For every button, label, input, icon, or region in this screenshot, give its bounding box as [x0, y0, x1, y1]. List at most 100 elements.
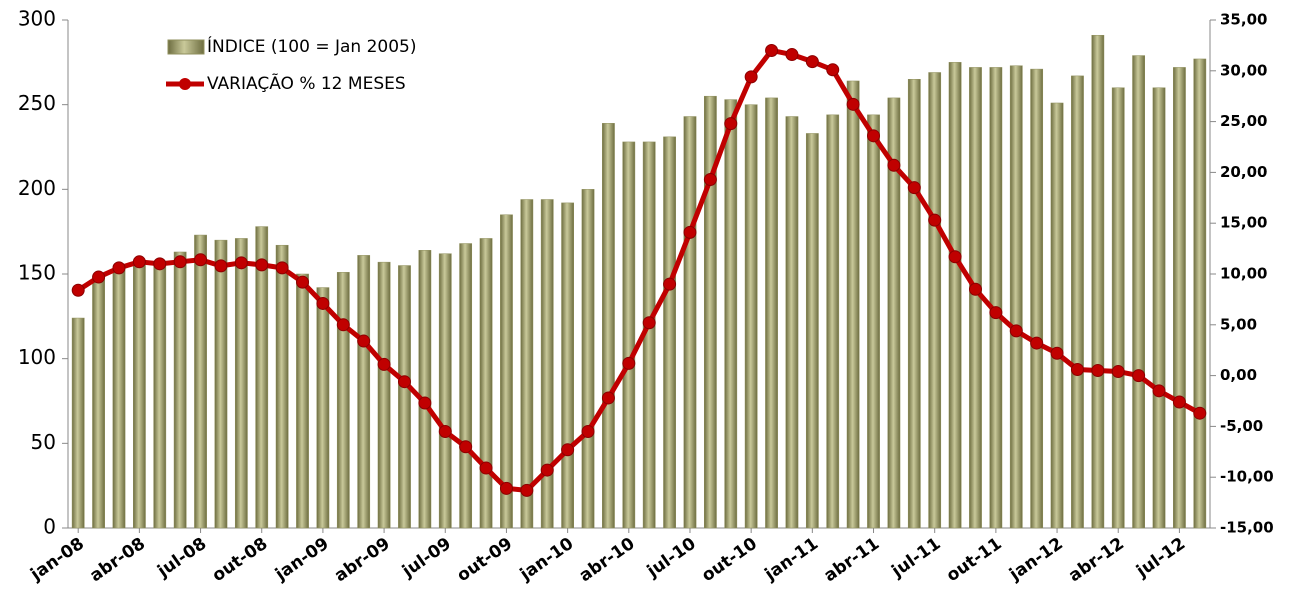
bar	[602, 123, 615, 529]
bar	[1152, 87, 1166, 529]
bar	[561, 202, 574, 529]
x-tick-label: jul-11	[888, 534, 945, 582]
bar	[846, 80, 860, 529]
line-marker	[479, 461, 493, 475]
bar	[622, 141, 636, 529]
line-marker	[234, 256, 248, 270]
bar	[1091, 34, 1105, 529]
line-marker	[336, 318, 350, 332]
x-tick-label: jan-09	[271, 534, 333, 585]
bar	[418, 250, 432, 529]
y2-tick-label: 5,00	[1220, 315, 1257, 333]
legend-label: VARIAÇÃO % 12 MESES	[207, 72, 406, 94]
bar	[234, 238, 248, 529]
line-marker	[418, 396, 432, 410]
y2-tick-label: -5,00	[1220, 417, 1263, 435]
line-marker	[1152, 384, 1166, 398]
line-marker	[867, 129, 881, 143]
line-marker	[92, 270, 106, 284]
x-tick-label: jul-08	[153, 534, 210, 582]
bar	[1071, 75, 1084, 529]
bar	[112, 268, 126, 529]
bar	[520, 199, 534, 529]
y2-tick-label: 35,00	[1220, 11, 1267, 29]
line-marker	[805, 55, 819, 69]
line-marker	[1111, 365, 1125, 379]
legend-swatch	[167, 39, 205, 55]
line-marker	[316, 296, 330, 310]
y-tick-label: 100	[18, 345, 56, 369]
legend-label: ÍNDICE (100 = Jan 2005)	[207, 35, 417, 57]
bar	[438, 253, 452, 529]
line-marker	[683, 225, 697, 239]
line-marker	[1132, 369, 1146, 383]
x-tick-label: jan-12	[1005, 534, 1067, 585]
bar	[948, 62, 962, 529]
y2-tick-label: 20,00	[1220, 163, 1267, 181]
bar	[805, 133, 819, 529]
bar	[1009, 65, 1023, 529]
bar	[1193, 58, 1207, 529]
line-marker	[296, 275, 310, 289]
x-tick-label: jul-10	[643, 534, 700, 582]
line-marker	[1050, 346, 1064, 360]
line-marker	[357, 334, 371, 348]
y-tick-label: 200	[18, 176, 56, 200]
bar	[540, 199, 554, 529]
x-tick-label: abr-10	[576, 534, 639, 586]
bar	[1111, 87, 1125, 529]
bar	[581, 189, 595, 529]
bar	[1173, 67, 1186, 529]
line-marker	[928, 213, 942, 227]
x-tick-label: abr-12	[1065, 534, 1128, 586]
line-marker	[968, 282, 982, 296]
bar	[500, 214, 513, 529]
line-marker	[989, 306, 1003, 320]
line-marker	[255, 258, 269, 272]
line-marker	[703, 173, 717, 187]
y-tick-label: 50	[31, 430, 56, 454]
bar	[275, 244, 289, 529]
x-tick-label: jan-11	[761, 534, 823, 585]
x-tick-label: abr-09	[331, 534, 394, 586]
line-marker	[397, 375, 411, 389]
bar	[1132, 55, 1145, 529]
line-marker	[622, 356, 636, 370]
x-tick-label: jan-08	[26, 534, 88, 585]
bar	[214, 239, 228, 529]
x-tick-label: out-09	[453, 534, 516, 586]
line-marker	[663, 277, 677, 291]
line-marker	[194, 253, 208, 267]
bar	[255, 226, 269, 529]
bar	[133, 261, 146, 529]
line-marker	[601, 391, 615, 405]
bar	[296, 273, 309, 529]
line-marker	[1193, 406, 1207, 420]
bar	[867, 114, 880, 529]
line-marker	[948, 250, 962, 264]
bar	[459, 243, 473, 529]
bar	[336, 272, 350, 529]
line-marker	[785, 48, 799, 62]
y-tick-label: 0	[43, 515, 56, 539]
line-marker	[1070, 363, 1084, 377]
line-marker	[173, 255, 187, 269]
x-tick-label: abr-08	[86, 534, 149, 586]
line-marker	[1030, 336, 1044, 350]
bar	[1030, 68, 1044, 529]
bar	[316, 287, 330, 529]
y2-tick-label: 25,00	[1220, 112, 1267, 130]
line-marker	[132, 255, 146, 269]
y-tick-label: 300	[18, 7, 56, 31]
line-marker	[459, 440, 473, 454]
y2-tick-label: -10,00	[1220, 468, 1274, 486]
line-marker	[153, 257, 167, 271]
line-marker	[520, 483, 534, 497]
line-marker	[826, 63, 840, 77]
bar	[826, 114, 840, 529]
line-marker	[1009, 324, 1023, 338]
line-marker	[561, 443, 575, 457]
x-tick-label: out-11	[943, 534, 1006, 586]
